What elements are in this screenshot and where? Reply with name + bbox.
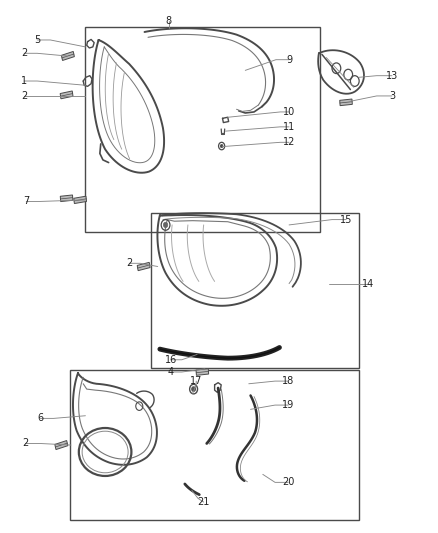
Bar: [70, 370, 359, 520]
Text: 11: 11: [283, 122, 295, 132]
Polygon shape: [74, 196, 87, 204]
Text: 2: 2: [21, 91, 27, 101]
Text: 17: 17: [190, 376, 202, 386]
Text: 6: 6: [37, 414, 43, 423]
Circle shape: [192, 387, 195, 391]
Text: 19: 19: [282, 400, 294, 410]
Text: 20: 20: [282, 478, 294, 487]
Polygon shape: [196, 369, 208, 375]
Polygon shape: [61, 52, 74, 60]
Text: 7: 7: [23, 197, 29, 206]
Text: 18: 18: [282, 376, 294, 386]
Text: 12: 12: [283, 138, 295, 147]
Text: 1: 1: [21, 76, 27, 86]
Polygon shape: [137, 262, 150, 271]
Text: 3: 3: [389, 91, 395, 101]
Text: 10: 10: [283, 107, 295, 117]
Bar: [85, 27, 320, 232]
Bar: [151, 213, 359, 368]
Text: 4: 4: [168, 367, 174, 377]
Text: 2: 2: [21, 49, 27, 58]
Text: 2: 2: [126, 259, 132, 268]
Text: 13: 13: [386, 71, 398, 80]
Text: 14: 14: [362, 279, 374, 288]
Text: 15: 15: [340, 215, 352, 224]
Text: 16: 16: [165, 355, 177, 365]
Text: 8: 8: [166, 17, 172, 26]
Polygon shape: [340, 99, 352, 106]
Polygon shape: [60, 195, 73, 201]
Circle shape: [220, 144, 223, 148]
Polygon shape: [60, 91, 73, 99]
Circle shape: [163, 222, 168, 228]
Text: 5: 5: [34, 35, 40, 45]
Text: 2: 2: [22, 439, 28, 448]
Text: 21: 21: [198, 497, 210, 507]
Polygon shape: [55, 441, 68, 449]
Text: 9: 9: [286, 55, 292, 64]
